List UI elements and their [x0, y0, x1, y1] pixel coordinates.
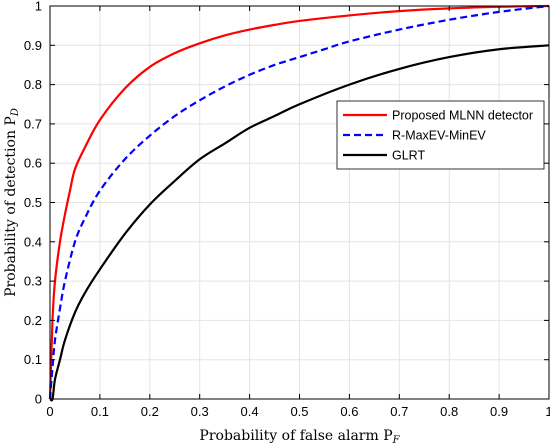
- y-tick-label: 0: [35, 392, 42, 407]
- x-tick-label: 0.5: [290, 404, 308, 419]
- x-tick-label: 0: [46, 404, 53, 419]
- x-tick-label: 1: [545, 404, 550, 419]
- x-tick-label: 0.9: [490, 404, 508, 419]
- axis-ticks: 0 0.1 0.2 0.3 0.4 0.5 0.6 0.7 0.8 0.9 1 0 0.1 0.2 0.3 0…: [24, 0, 550, 419]
- legend-label-1: R-MaxEV-MinEV: [392, 129, 486, 143]
- y-axis-label-main: Probability of detection P: [3, 116, 19, 297]
- y-tick-label: 0.6: [24, 156, 42, 171]
- series-lines: [48, 4, 550, 402]
- x-tick-label: 0.2: [141, 404, 159, 419]
- y-axis-label-sub: D: [10, 108, 21, 117]
- x-tick-label: 0.6: [340, 404, 358, 419]
- grid: [49, 5, 550, 400]
- y-tick-label: 0.4: [24, 234, 42, 249]
- y-tick-label: 0.8: [24, 77, 42, 92]
- y-tick-label: 0.2: [24, 313, 42, 328]
- legend: Proposed MLNN detector R-MaxEV-MinEV GLRT: [336, 100, 545, 170]
- y-tick-label: 0.5: [24, 195, 42, 210]
- series-line-2: [49, 44, 550, 402]
- x-tick-label: 0.8: [440, 404, 458, 419]
- y-tick-label: 0.1: [24, 352, 42, 367]
- x-tick-label: 0.4: [241, 404, 259, 419]
- y-tick-label: 0.9: [24, 38, 42, 53]
- x-tick-label: 0.1: [91, 404, 109, 419]
- y-axis-label: Probability of detection PD: [3, 108, 21, 297]
- x-axis-label: Probability of false alarm PF: [199, 428, 400, 444]
- y-tick-label: 0.3: [24, 274, 42, 289]
- x-axis-label-sub: F: [392, 435, 401, 444]
- x-axis-label-main: Probability of false alarm P: [199, 428, 392, 444]
- y-tick-label: 0.7: [24, 116, 42, 131]
- y-tick-label: 1: [35, 0, 42, 14]
- x-tick-label: 0.7: [390, 404, 408, 419]
- x-tick-label: 0.3: [191, 404, 209, 419]
- legend-label-0: Proposed MLNN detector: [392, 109, 533, 123]
- legend-label-2: GLRT: [392, 149, 425, 163]
- series-line-0: [48, 4, 550, 400]
- series-line-1: [48, 4, 550, 400]
